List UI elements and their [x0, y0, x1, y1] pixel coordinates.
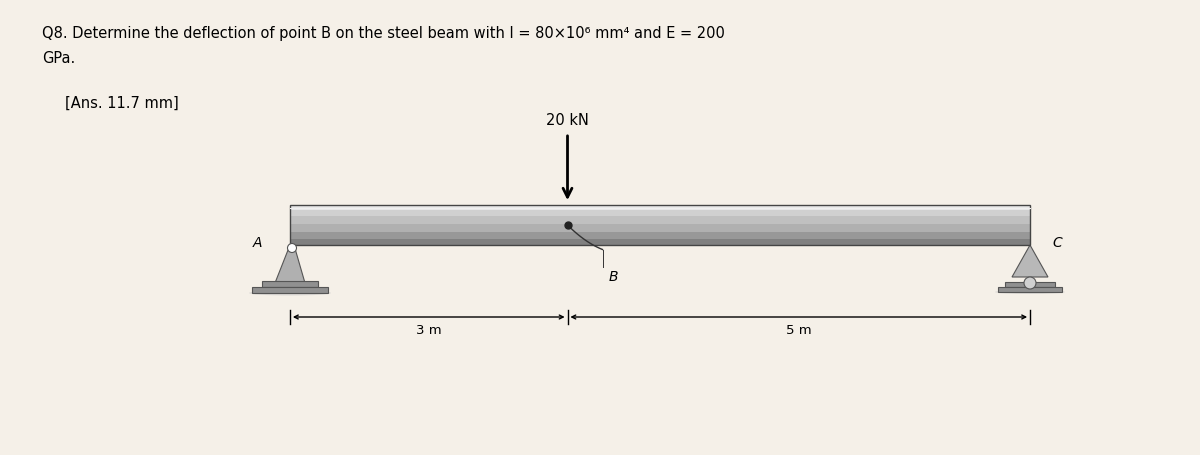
Text: B: B — [608, 269, 618, 283]
Bar — [290, 210, 1030, 217]
Text: A: A — [252, 236, 262, 249]
Text: C: C — [1052, 236, 1062, 249]
Bar — [290, 233, 1030, 239]
Circle shape — [1024, 278, 1036, 289]
Bar — [290, 217, 1030, 225]
Polygon shape — [1012, 245, 1048, 278]
Bar — [262, 281, 318, 288]
Bar — [998, 288, 1062, 293]
Ellipse shape — [995, 290, 1066, 294]
Circle shape — [288, 244, 296, 253]
Ellipse shape — [250, 291, 331, 296]
Bar — [290, 206, 1030, 210]
Text: 5 m: 5 m — [786, 324, 811, 336]
Text: GPa.: GPa. — [42, 51, 76, 66]
Bar — [290, 239, 1030, 245]
Text: 20 kN: 20 kN — [546, 113, 589, 128]
Text: 3 m: 3 m — [416, 324, 442, 336]
Text: [Ans. 11.7 mm]: [Ans. 11.7 mm] — [65, 96, 179, 111]
Bar — [290, 206, 1030, 245]
Bar — [1006, 283, 1055, 288]
Polygon shape — [275, 245, 305, 283]
Bar — [290, 225, 1030, 233]
Text: Q8. Determine the deflection of point B on the steel beam with I = 80×10⁶ mm⁴ an: Q8. Determine the deflection of point B … — [42, 26, 725, 41]
Bar — [252, 288, 328, 293]
